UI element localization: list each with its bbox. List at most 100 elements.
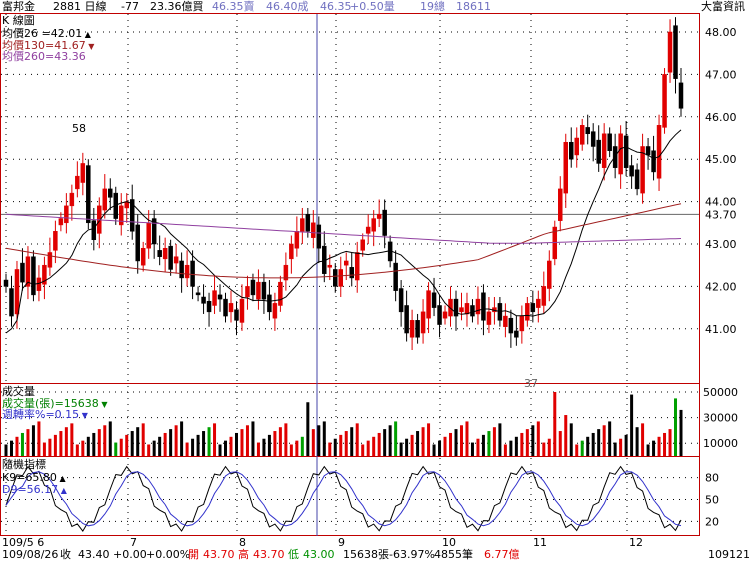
volume-bar [262, 438, 266, 456]
volume-bar [158, 436, 162, 456]
kd-tick-label: 50 [705, 494, 719, 507]
volume-tick-label: 10000 [703, 437, 738, 450]
volume-bar [59, 431, 63, 456]
volume-bar [130, 431, 134, 456]
candle-body [470, 305, 475, 317]
candle-body [316, 224, 322, 249]
pct-value: +0.00% [146, 548, 191, 561]
volume-bar [630, 394, 634, 456]
candle-body [382, 209, 387, 236]
candle-body [656, 125, 662, 179]
volume-bar [514, 436, 518, 456]
volume-bar [284, 423, 288, 456]
ma260-text: 均價260=43.36 [2, 50, 86, 63]
volume-bar [234, 432, 238, 456]
volume-bar [75, 444, 79, 456]
candle-body [190, 260, 195, 287]
volume-bar [37, 421, 41, 456]
volume-title: 成交量 [2, 385, 35, 398]
volume-bar [641, 423, 645, 456]
candle-body [541, 286, 547, 306]
volume-bar [520, 432, 524, 456]
volume-bar [333, 438, 337, 456]
candle-body [272, 303, 278, 319]
price-tick-label: 43.00 [705, 238, 737, 251]
turnover-rate-text: 週轉率%=0.15 [2, 408, 80, 421]
code-period: 2881 日線 [53, 0, 107, 13]
volume-bar [9, 440, 13, 456]
money-footer: 6.77億 [484, 548, 520, 561]
candle-body [525, 303, 530, 321]
candle-body [69, 192, 75, 207]
volume-tick-label: 50000 [703, 386, 738, 399]
candle-body [634, 169, 640, 190]
volume-bar [421, 427, 425, 456]
volume-bar [267, 434, 271, 456]
candle-body [250, 279, 256, 296]
ma130-line [5, 203, 682, 279]
kd-title: 隨機指標 [2, 458, 46, 471]
candle-body [404, 305, 409, 334]
ma26-line [5, 129, 682, 334]
candle-body [129, 199, 135, 232]
candle-body [629, 165, 634, 177]
volume-bar [202, 431, 206, 456]
volume-bar [619, 438, 623, 456]
candle-body [300, 218, 305, 232]
total-value: 18611 [456, 0, 491, 13]
ma26-text: 均價26 =42.01 [2, 27, 83, 40]
low-label: 低 [288, 548, 299, 561]
volume-bar [394, 421, 398, 456]
kline-title: K 線圖 [2, 14, 35, 27]
open-value: 43.70 [203, 548, 235, 561]
price-tick-label: 47.00 [705, 68, 737, 81]
volume-bar [196, 434, 200, 456]
ma260-line [5, 213, 682, 244]
volume-bar [597, 429, 601, 456]
volume-bar [635, 427, 639, 456]
volume-bar [679, 409, 683, 456]
candle-body [239, 298, 245, 323]
volume-bar [553, 392, 557, 456]
volume-bar [454, 429, 458, 456]
volume-bar [42, 442, 46, 456]
candle-body [289, 243, 294, 260]
volume-bar [48, 438, 52, 456]
candle-body [596, 139, 601, 164]
close-value: 43.40 [78, 548, 110, 561]
quote-bar: 富邦金 2881 日線 -77 23.36億買 46.35賣 46.40成 46… [0, 0, 750, 14]
candle-body [20, 262, 25, 283]
candle-body [31, 256, 36, 296]
volume-bar [125, 434, 129, 456]
volume-bar [575, 444, 579, 456]
volume-bar [377, 432, 381, 456]
volume-bar [536, 421, 540, 456]
x-axis-label: 10 [442, 536, 456, 549]
candle-body [354, 252, 360, 281]
volume-bar [476, 438, 480, 456]
candle-body [448, 298, 453, 317]
volume-bar [432, 444, 436, 456]
k-line [5, 465, 682, 532]
candle-body [486, 311, 492, 325]
candle-body [305, 214, 311, 232]
candle-body [393, 262, 398, 291]
volume-bar [289, 444, 293, 456]
candle-body [267, 294, 272, 313]
candle-body [563, 141, 569, 194]
candle-body [420, 311, 426, 334]
volume-bar [306, 402, 310, 456]
candle-body [201, 296, 206, 304]
candle-body [536, 298, 541, 308]
volume-bar [624, 434, 628, 456]
volume-bar [240, 429, 244, 456]
candle-body [64, 205, 69, 224]
volume-bar [136, 427, 140, 456]
volume-bar [273, 431, 277, 456]
volume-bar [558, 431, 562, 456]
end-date: 1091216 [708, 548, 750, 561]
candle-body [256, 281, 261, 300]
candle-body [206, 300, 212, 313]
footer-date: 109/08/26 [2, 548, 59, 561]
